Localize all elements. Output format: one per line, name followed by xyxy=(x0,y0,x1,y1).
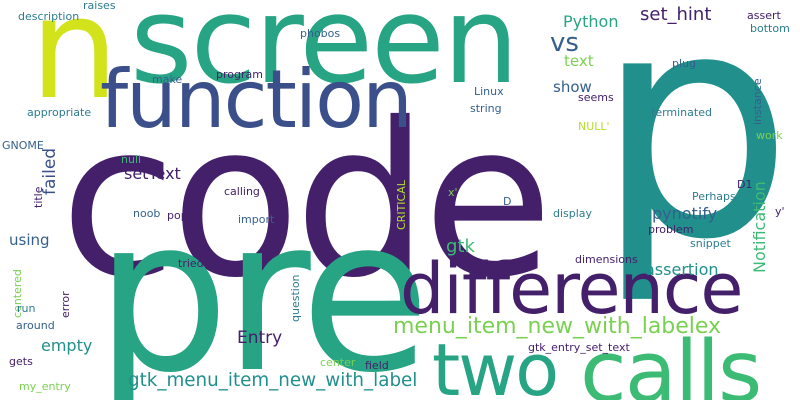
word-difference: difference xyxy=(400,248,743,330)
word-run: run xyxy=(17,302,36,315)
word-seems: seems xyxy=(578,91,614,104)
word-two: two xyxy=(432,328,559,400)
word-calling: calling xyxy=(224,185,260,198)
word-null: null xyxy=(121,153,142,166)
word-settext: setText xyxy=(124,164,181,183)
word-gtk-entry-set-text: gtk_entry_set_text xyxy=(528,341,630,354)
word-terminated: terminated xyxy=(651,106,712,119)
word-code: code xyxy=(60,77,553,324)
word-n: n xyxy=(30,0,119,131)
word-set-hint: set_hint xyxy=(640,4,712,25)
word-bottom: bottom xyxy=(750,22,790,35)
word-program: program xyxy=(216,68,263,81)
word-phobos: phobos xyxy=(300,27,341,40)
word-calls: calls xyxy=(580,323,762,400)
word-import: import xyxy=(238,213,275,226)
word-pynotify: pynotify xyxy=(652,204,718,223)
word-problem: problem xyxy=(648,223,694,236)
word-screen: screen xyxy=(130,0,519,111)
word-center: center xyxy=(320,356,356,369)
word-error: error xyxy=(59,291,72,318)
word-make: make xyxy=(152,73,183,86)
word-python: Python xyxy=(563,12,619,31)
word-display: display xyxy=(553,207,593,220)
word-assert: assert xyxy=(747,9,781,22)
word-x-quoted: x' xyxy=(448,186,458,199)
word-appropriate: appropriate xyxy=(27,106,92,119)
word-description: description xyxy=(18,10,80,23)
word-noob: noob xyxy=(133,207,161,220)
word-gtk-menu-item-new-with-label: gtk_menu_item_new_with_label xyxy=(128,370,418,391)
word-null-quoted: NULL' xyxy=(578,120,610,133)
word-title: title xyxy=(32,186,45,208)
word-work: work xyxy=(756,129,783,142)
word-p: p xyxy=(595,0,794,308)
word-question: question xyxy=(289,274,302,322)
word-using: using xyxy=(9,231,50,249)
word-notification: Notification xyxy=(750,181,769,273)
word-perhaps: Perhaps xyxy=(692,190,736,203)
word-d: D xyxy=(503,195,512,208)
word-tried: tried xyxy=(178,257,204,270)
word-raises: raises xyxy=(83,0,116,12)
word-assertion: assertion xyxy=(645,260,719,279)
word-linux: Linux xyxy=(474,85,504,98)
word-gnome: GNOME xyxy=(2,139,44,152)
word-show: show xyxy=(553,78,592,96)
word-entry: Entry xyxy=(237,328,283,348)
word-dimensions: dimensions xyxy=(575,253,638,266)
word-critical: CRITICAL xyxy=(395,180,408,230)
word-my-entry: my_entry xyxy=(19,380,71,393)
word-y-quoted: y' xyxy=(775,205,785,218)
word-string: string xyxy=(470,102,502,115)
word-empty: empty xyxy=(41,336,93,355)
word-around: around xyxy=(16,319,55,332)
word-gtk: gtk xyxy=(446,236,475,257)
word-plug: plug xyxy=(672,57,696,70)
word-vs: vs xyxy=(550,28,579,58)
word-function: function xyxy=(100,53,413,146)
word-time: time xyxy=(466,259,491,272)
word-pop: pop xyxy=(167,209,188,222)
word-d1: D1 xyxy=(737,178,753,191)
word-menu-item-new-with-labelex: menu_item_new_with_labelex xyxy=(393,314,722,339)
word-field: field xyxy=(365,359,389,372)
word-gets: gets xyxy=(9,355,33,368)
word-text: text xyxy=(564,52,594,70)
word-snippet: snippet xyxy=(690,237,731,250)
word-pre: pre xyxy=(95,172,431,400)
word-instance: instance xyxy=(751,78,764,125)
